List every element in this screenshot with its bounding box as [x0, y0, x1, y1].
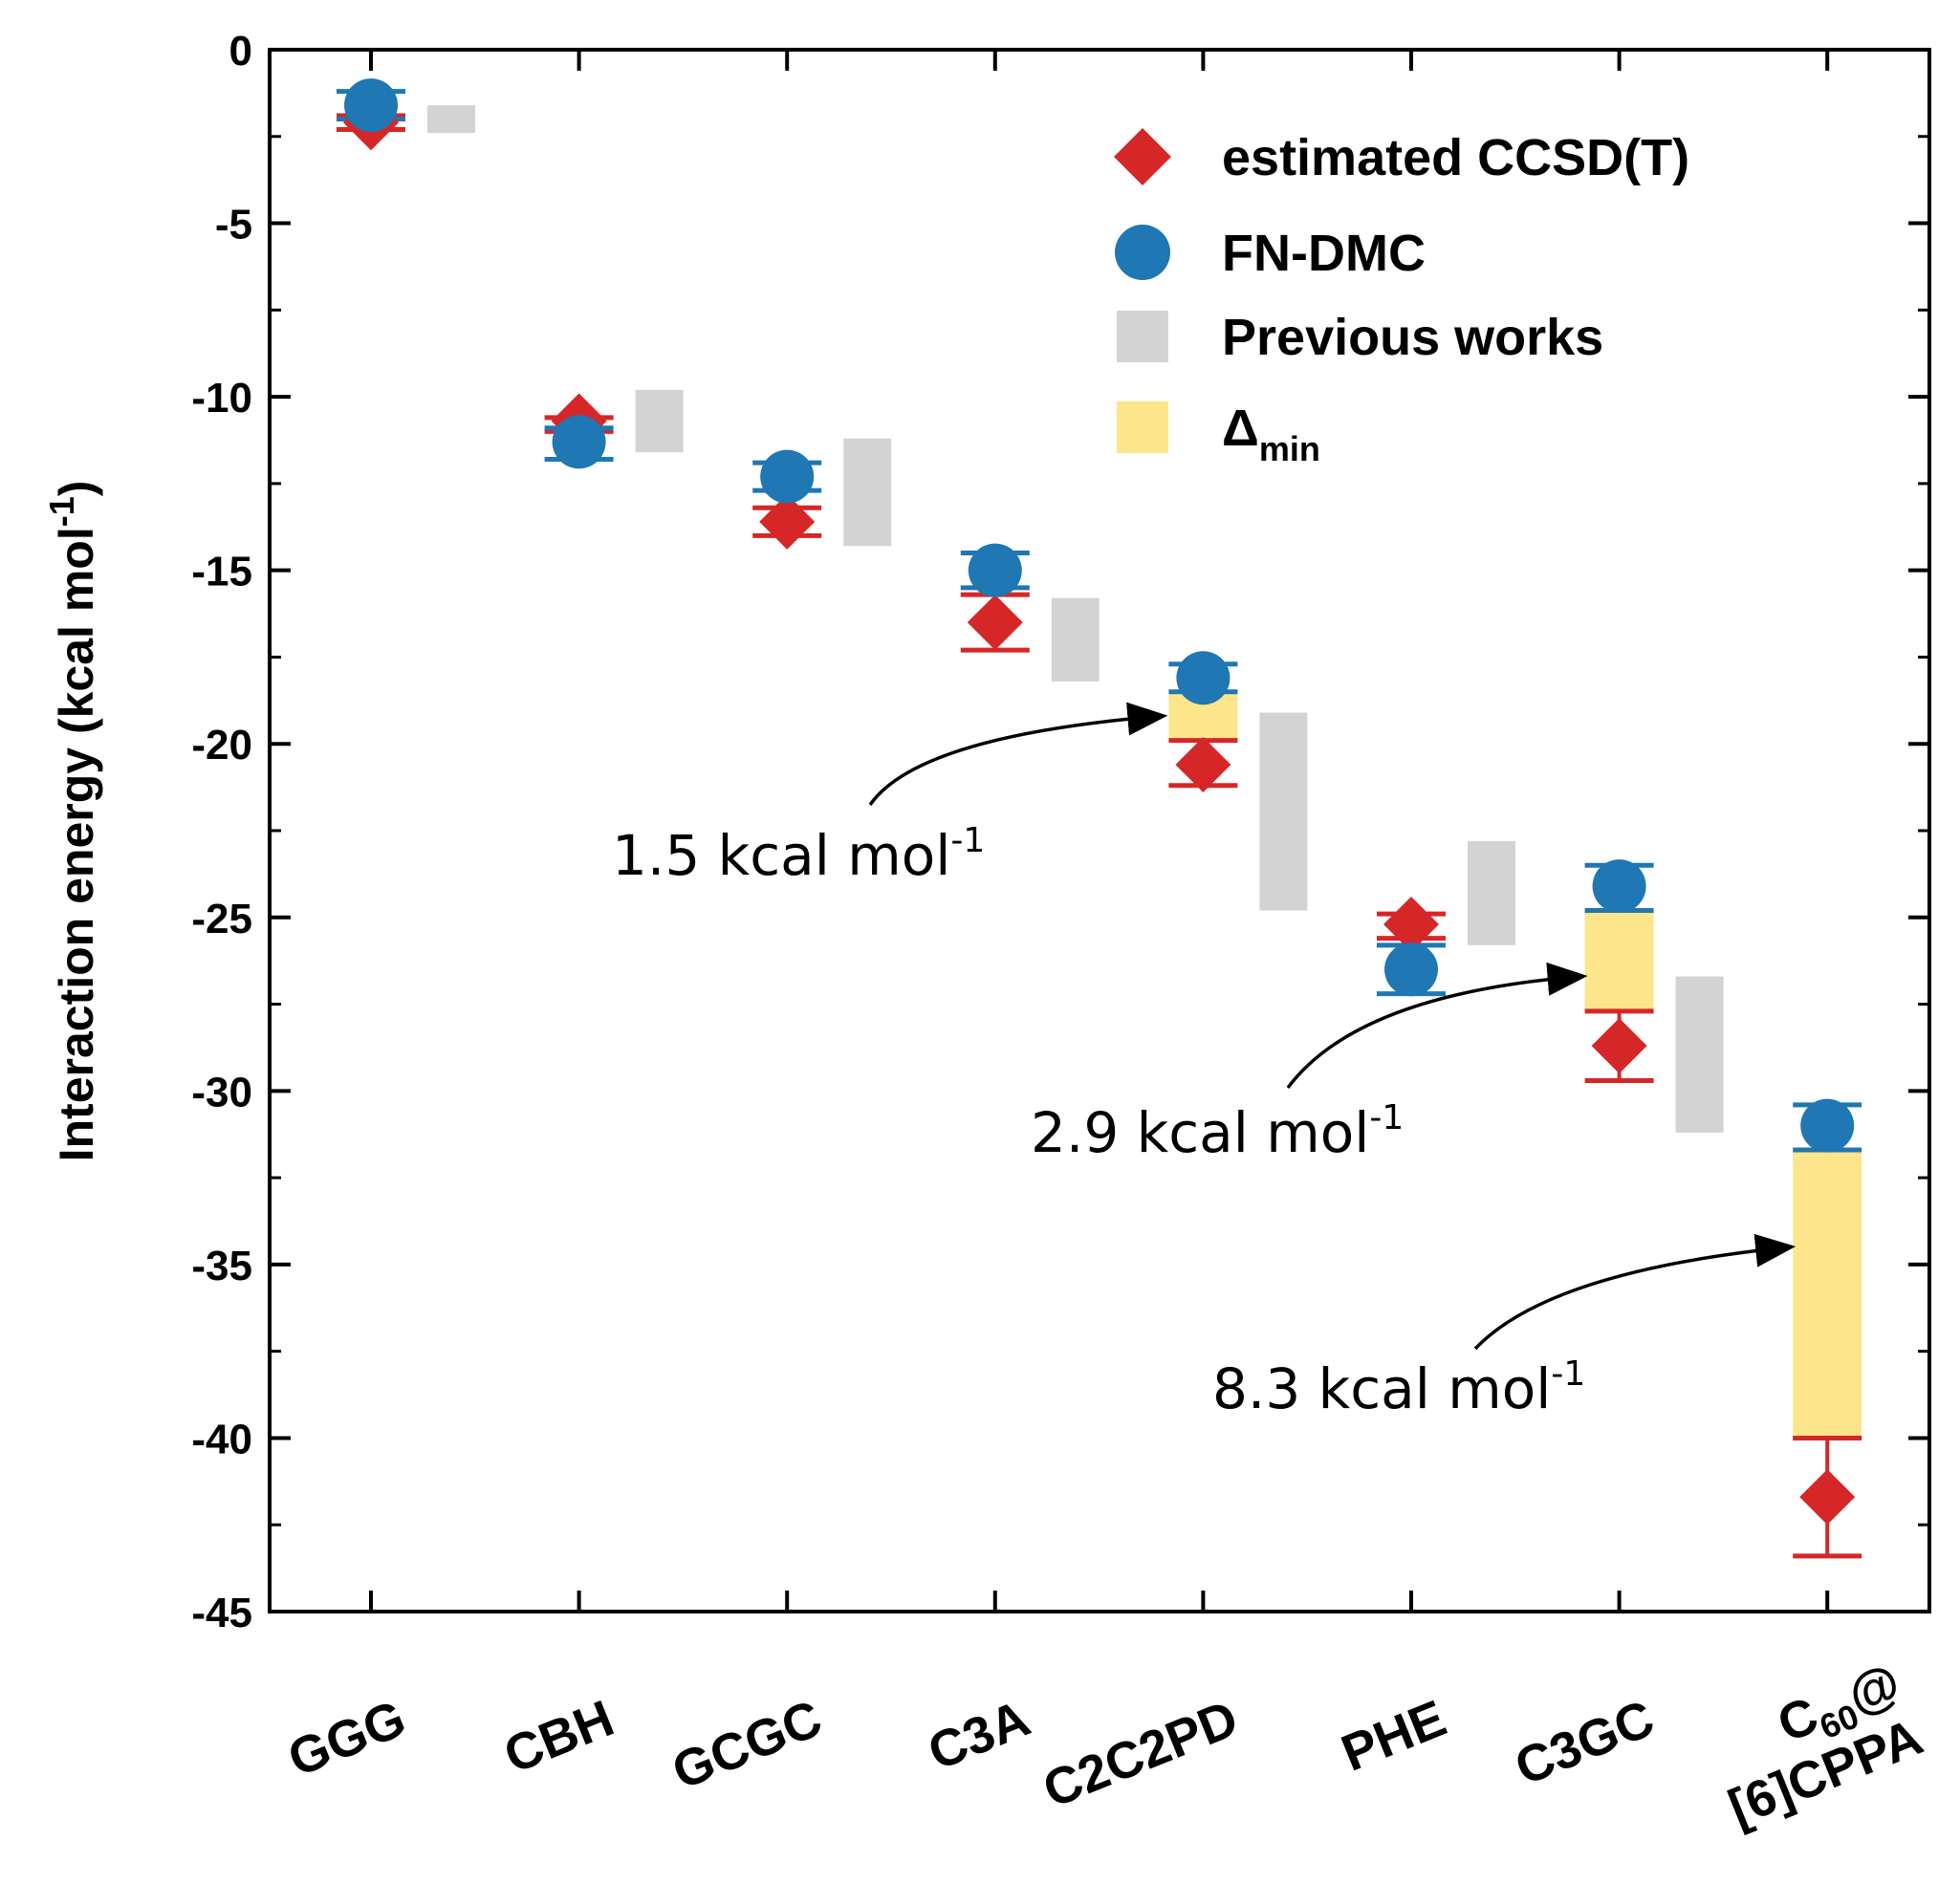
previous-works-bar-c3a [1051, 597, 1100, 682]
annotation-value: 8.3 [1212, 1356, 1300, 1421]
ytick-label: -45 [191, 1590, 252, 1636]
xtick-label-text: C3GC [1508, 1689, 1663, 1796]
annotation-arrow [1473, 1233, 1797, 1351]
annotation-unit: kcal mol [700, 823, 950, 888]
xtick-label-gcgc: GCGC [664, 1689, 830, 1800]
fn-dmc-point-c60-6-cppa [1800, 1098, 1855, 1153]
xtick-label-c3gc: C3GC [1508, 1689, 1663, 1796]
xtick-label-c3a: C3A [921, 1689, 1038, 1781]
annotation-unit: kcal mol [1300, 1356, 1551, 1421]
ytick-label: -15 [191, 549, 252, 596]
annotation-sup: -1 [950, 821, 985, 860]
previous-works-bar-ggg [427, 105, 475, 134]
annotations-layer: 1.5 kcal mol-12.9 kcal mol-18.3 kcal mol… [612, 702, 1797, 1421]
legend-label-text: Δ [1222, 400, 1259, 457]
legend-label-text: Previous works [1222, 309, 1603, 366]
previous-works-bar-gcgc [843, 438, 892, 547]
legend-label-2: Previous works [1222, 309, 1603, 366]
annotation-value: 1.5 [612, 823, 700, 888]
xtick-label-text: GCGC [664, 1689, 830, 1800]
ccsdt-point-c60-6-cppa [1799, 1469, 1856, 1526]
xtick-label-phe: PHE [1334, 1689, 1453, 1782]
annotation-arrow [868, 702, 1168, 806]
annotation-label: 8.3 kcal mol-1 [1212, 1354, 1585, 1421]
delta-min-bar-c3gc [1584, 910, 1654, 1011]
legend-label-1: FN-DMC [1222, 225, 1426, 282]
legend-label-0: estimated CCSD(T) [1222, 129, 1689, 186]
fn-dmc-point-c2c2pd [1176, 651, 1230, 705]
xtick-label-ggg: GGG [280, 1689, 413, 1787]
legend-label-sub: min [1259, 429, 1320, 468]
legend-fn-dmc-circle-icon [1115, 225, 1170, 280]
plot-frame [268, 48, 1931, 1613]
xtick-label-text: C2C2PD [1035, 1689, 1246, 1818]
xtick-label-text: C3A [921, 1689, 1038, 1781]
delta-min-bar-c60-6-cppa [1793, 1150, 1862, 1439]
legend-label-text: FN-DMC [1222, 225, 1426, 282]
ccsdt-point-c3a [967, 595, 1023, 651]
y-axis-label: Interaction energy (kcal mol-1) [42, 481, 103, 1162]
ytick-label: -30 [191, 1069, 252, 1115]
ytick-label: 0 [229, 28, 252, 75]
fn-dmc-point-gcgc [760, 449, 815, 504]
previous-works-bar-c3gc [1675, 976, 1724, 1133]
ytick-label: -10 [191, 375, 252, 422]
annotation-label: 2.9 kcal mol-1 [1031, 1098, 1404, 1165]
range-bars-layer [427, 105, 1862, 1439]
previous-works-bar-cbh [635, 389, 684, 453]
annotation-sup: -1 [1551, 1354, 1585, 1394]
legend-delta-min-swatch [1117, 401, 1168, 453]
xtick-label-c60-6-cppa: C60@[6]CPPA [1699, 1653, 1930, 1837]
ytick-label: -5 [215, 202, 252, 249]
xtick-label-text: PHE [1334, 1689, 1453, 1782]
ytick-label: -25 [191, 896, 252, 942]
ccsdt-point-c3gc [1591, 1018, 1647, 1074]
legend-ccsdt-diamond-icon [1114, 128, 1171, 185]
fn-dmc-point-c3a [968, 543, 1022, 597]
y-axis-label-sup: -1 [42, 496, 81, 527]
annotation-value: 2.9 [1031, 1100, 1119, 1165]
markers-layer [343, 78, 1856, 1526]
annotation-unit: kcal mol [1119, 1100, 1369, 1165]
xtick-label-c2c2pd: C2C2PD [1035, 1689, 1246, 1818]
ccsdt-point-c2c2pd [1175, 737, 1231, 793]
legend-label-3: Δmin [1222, 400, 1320, 468]
fn-dmc-point-c3gc [1592, 859, 1646, 914]
y-axis-label-main: Interaction energy (kcal mol [50, 527, 103, 1161]
annotation-arrow [1286, 962, 1588, 1090]
legend-label-text: estimated CCSD(T) [1222, 129, 1689, 186]
error-bars-layer [337, 89, 1862, 1559]
fn-dmc-point-phe [1384, 942, 1438, 997]
ytick-label: -35 [191, 1243, 252, 1289]
y-axis-label-end: ) [50, 481, 103, 497]
annotation-sup: -1 [1369, 1098, 1404, 1137]
fn-dmc-point-ggg [344, 78, 398, 133]
previous-works-bar-phe [1468, 840, 1515, 945]
previous-works-bar-c2c2pd [1259, 712, 1308, 911]
ytick-label: -40 [191, 1416, 252, 1462]
annotation-label: 1.5 kcal mol-1 [612, 821, 985, 888]
legend-previous-works-swatch [1117, 311, 1168, 362]
fn-dmc-point-cbh [552, 415, 606, 469]
ccsdt-point-phe [1383, 897, 1439, 953]
ccsdt-point-gcgc [759, 493, 816, 550]
xtick-label-cbh: CBH [496, 1689, 621, 1784]
ytick-label: -20 [191, 722, 252, 769]
xtick-label-text: GGG [280, 1689, 413, 1787]
legend: estimated CCSD(T) FN-DMC Previous works Δmi… [1114, 128, 1689, 468]
xtick-label-text: CBH [496, 1689, 621, 1784]
axes-layer [268, 48, 1931, 1613]
